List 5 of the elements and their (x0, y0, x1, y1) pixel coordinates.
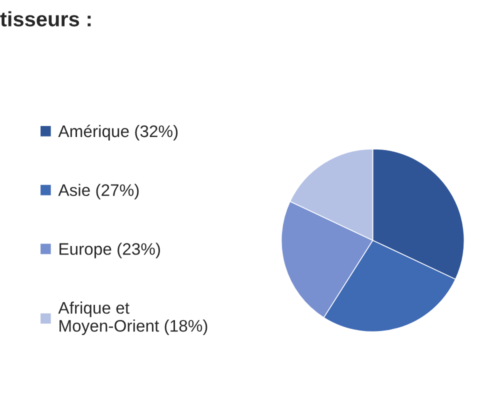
chart-title: tisseurs : (0, 11, 91, 26)
legend-label: Europe (23%) (60, 242, 160, 258)
legend-label: Amérique (32%) (58, 124, 178, 140)
legend-label: Afrique et Moyen-Orient (18%) (58, 302, 208, 336)
legend-label: Asie (27%) (58, 184, 139, 200)
